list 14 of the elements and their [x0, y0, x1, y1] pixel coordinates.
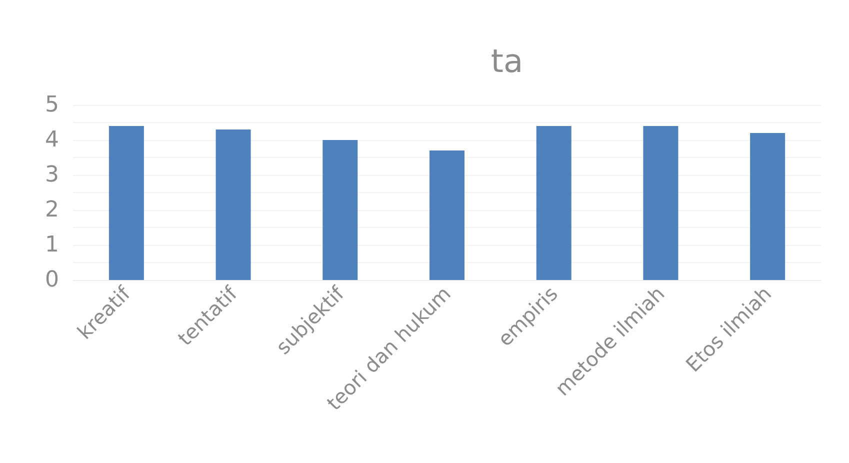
y-tick-label: 3 [45, 162, 59, 188]
y-tick-label: 4 [45, 128, 59, 152]
bar [322, 140, 358, 280]
bar [430, 150, 464, 280]
bar [536, 126, 572, 280]
y-tick-label: 1 [45, 232, 59, 258]
y-tick-label: 2 [45, 198, 59, 222]
bar [750, 133, 786, 280]
chart-title: ta [490, 42, 524, 80]
y-tick-label: 0 [45, 268, 59, 292]
bar [643, 126, 678, 280]
y-tick-label: 5 [45, 92, 59, 118]
bar [108, 126, 144, 280]
bar [216, 130, 251, 280]
